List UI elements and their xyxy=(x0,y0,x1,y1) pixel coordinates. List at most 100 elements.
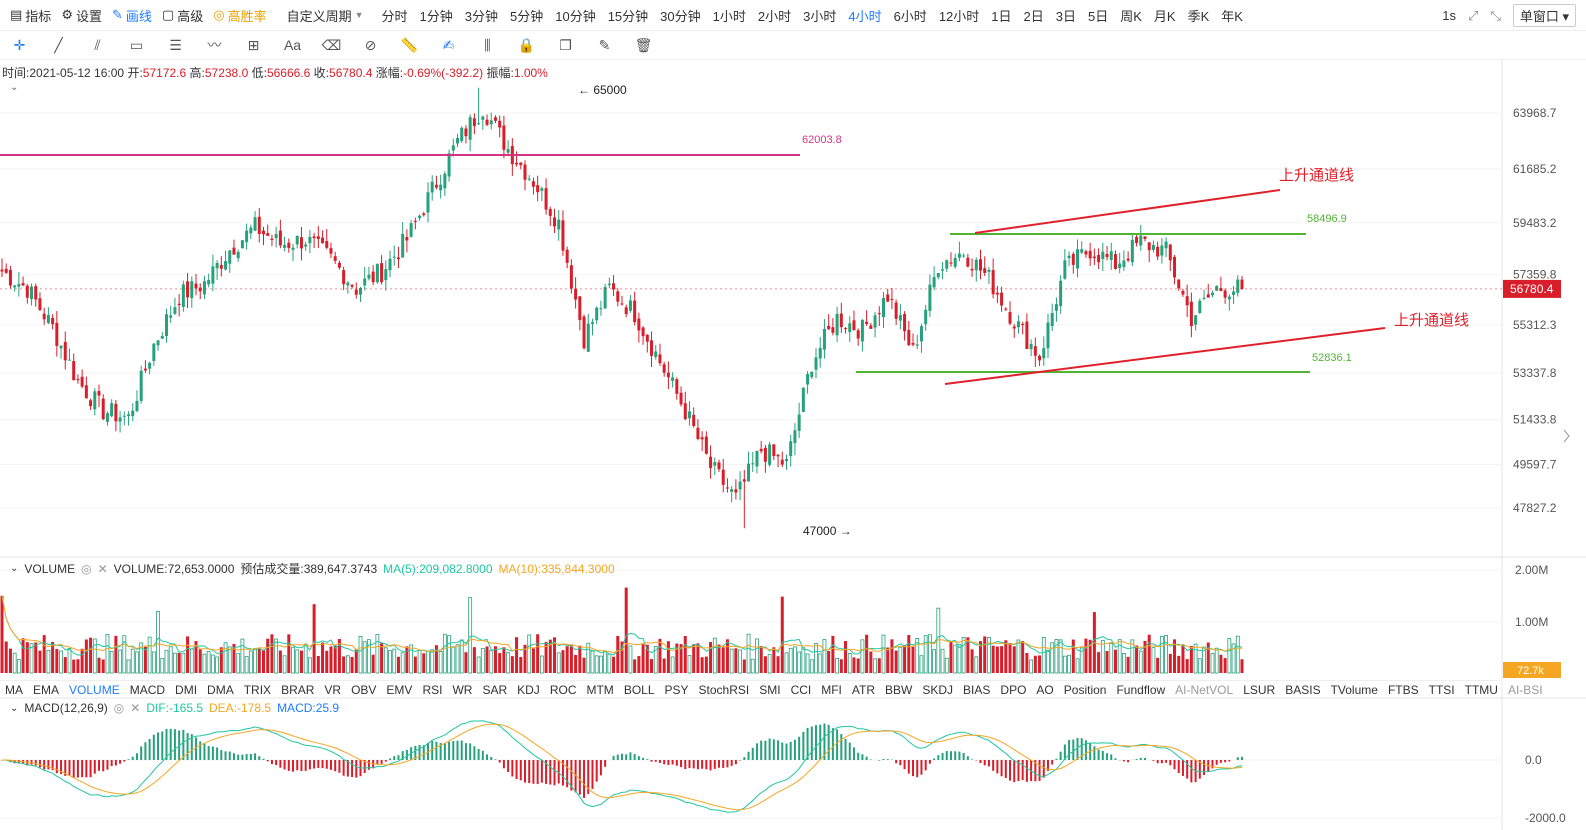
period-tab[interactable]: 季K xyxy=(1187,8,1210,24)
period-tab[interactable]: 3分钟 xyxy=(464,8,498,24)
collapse-chevron-icon[interactable]: ⌄ xyxy=(10,563,19,574)
indicator-tab[interactable]: MTM xyxy=(586,683,614,697)
close-icon[interactable]: ✕ xyxy=(130,701,141,715)
candle-body xyxy=(329,248,333,254)
settings-icon[interactable]: ◎ xyxy=(113,701,125,715)
indicator-tab[interactable]: TRIX xyxy=(243,683,272,697)
indicator-tab[interactable]: ROC xyxy=(549,683,577,697)
parallel-channel-tool-icon[interactable]: ⫽ xyxy=(94,36,101,53)
indicator-tab[interactable]: MA xyxy=(5,683,23,697)
indicator-button[interactable]: ▤ 指标 xyxy=(10,7,52,24)
indicator-tab[interactable]: SAR xyxy=(482,683,508,697)
period-tab[interactable]: 2日 xyxy=(1023,8,1044,24)
volume-bar xyxy=(620,641,624,673)
trendline-tool-icon[interactable]: ╱ xyxy=(54,36,63,53)
expand-icon[interactable]: ⤡ xyxy=(1490,7,1501,23)
indicator-tab[interactable]: AI-NetVOL xyxy=(1175,683,1234,697)
indicator-tab[interactable]: AO xyxy=(1036,683,1054,697)
indicator-tab[interactable]: MFI xyxy=(821,683,842,697)
fullscreen-icon[interactable]: ⤢ xyxy=(1468,7,1479,23)
indicator-tab[interactable]: AI-BSI xyxy=(1507,683,1543,697)
indicator-tab[interactable]: EMV xyxy=(386,683,413,697)
candle-tool-icon[interactable]: ⫼ xyxy=(484,36,491,53)
macd-histogram-bar xyxy=(1000,760,1003,777)
custom-period-dropdown[interactable]: 自定义周期 ▼ xyxy=(286,8,364,24)
indicator-tab[interactable]: OBV xyxy=(351,683,377,697)
indicator-tab[interactable]: VOLUME xyxy=(69,683,120,697)
draw-button[interactable]: ✎ 画线 xyxy=(111,7,152,24)
window-mode-button[interactable]: 单窗口 ▾ xyxy=(1512,4,1576,27)
lock-tool-icon[interactable]: 🔒 xyxy=(517,36,536,53)
settings-button[interactable]: ⚙ 设置 xyxy=(61,7,102,24)
rectangle-tool-icon[interactable]: ▭ xyxy=(129,36,144,53)
indicator-tab[interactable]: LSUR xyxy=(1243,683,1276,697)
close-icon[interactable]: ✕ xyxy=(97,561,108,576)
period-tab[interactable]: 年K xyxy=(1221,8,1243,24)
candle-body xyxy=(995,292,999,295)
indicator-tab[interactable]: PSY xyxy=(664,683,689,697)
indicator-tab[interactable]: DMA xyxy=(207,683,234,697)
period-tab[interactable]: 月K xyxy=(1153,8,1176,24)
indicator-tab[interactable]: FTBS xyxy=(1387,683,1419,697)
indicator-tab[interactable]: BBW xyxy=(885,683,913,697)
period-tab[interactable]: 15分钟 xyxy=(607,8,649,24)
indicator-tab[interactable]: KDJ xyxy=(517,683,540,697)
edit-tool-icon[interactable]: ✎ xyxy=(598,36,611,53)
wave-tool-icon[interactable]: 〰 xyxy=(207,37,222,53)
period-tab[interactable]: 1分钟 xyxy=(419,8,453,24)
period-tab[interactable]: 3日 xyxy=(1055,8,1076,24)
indicator-tab[interactable]: DPO xyxy=(1000,683,1027,697)
delete-tool-icon[interactable]: 🗑 xyxy=(634,36,653,53)
indicator-tab[interactable]: WR xyxy=(452,683,473,697)
period-tab[interactable]: 4小时 xyxy=(848,8,882,24)
indicator-tab[interactable]: TTMU xyxy=(1464,683,1498,697)
advanced-button[interactable]: ▢ 高级 xyxy=(161,7,204,24)
indicator-tab[interactable]: BOLL xyxy=(623,683,655,697)
indicator-tab[interactable]: TVolume xyxy=(1330,683,1378,697)
pen-tool-icon[interactable]: ✍ xyxy=(442,36,455,53)
indicator-tab[interactable]: MACD xyxy=(129,683,166,697)
period-tab[interactable]: 5分钟 xyxy=(510,8,544,24)
indicator-tab[interactable]: StochRSI xyxy=(698,683,750,697)
period-tab[interactable]: 1日 xyxy=(991,8,1012,24)
collapse-chevron-icon[interactable]: ⌄ xyxy=(10,82,19,93)
indicator-tab[interactable]: ATR xyxy=(851,683,876,697)
indicator-tab[interactable]: SMI xyxy=(759,683,781,697)
copy-tool-icon[interactable]: ❐ xyxy=(559,36,572,53)
crosshair-tool-icon[interactable]: ✛ xyxy=(13,36,26,53)
indicator-tab[interactable]: SKDJ xyxy=(922,683,954,697)
refresh-interval[interactable]: 1s xyxy=(1442,8,1457,23)
period-tab[interactable]: 12小时 xyxy=(938,8,980,24)
period-tab[interactable]: 2小时 xyxy=(757,8,792,24)
period-tab[interactable]: 30分钟 xyxy=(660,8,701,24)
indicator-tab[interactable]: EMA xyxy=(33,683,60,697)
indicator-tab[interactable]: CCI xyxy=(790,683,812,697)
measure-tool-icon[interactable]: ⊞ xyxy=(247,36,260,53)
indicator-tab[interactable]: VR xyxy=(324,683,342,697)
indicator-tab[interactable]: Position xyxy=(1063,683,1107,697)
eraser-tool-icon[interactable]: ⌫ xyxy=(321,36,342,53)
indicator-tab[interactable]: TTSI xyxy=(1428,683,1455,697)
period-tab[interactable]: 5日 xyxy=(1087,8,1109,24)
indicator-tab[interactable]: BRAR xyxy=(281,683,315,697)
horizontal-lines-tool-icon[interactable]: ☰ xyxy=(169,36,182,53)
win-rate-button[interactable]: ◎ 高胜率 xyxy=(213,7,267,24)
period-tab[interactable]: 分时 xyxy=(381,8,408,24)
period-tab[interactable]: 10分钟 xyxy=(555,8,596,24)
collapse-chevron-icon[interactable]: ⌄ xyxy=(10,702,19,714)
ruler-tool-icon[interactable]: 📏 xyxy=(400,36,419,53)
indicator-tab[interactable]: Fundflow xyxy=(1116,683,1166,697)
indicator-tab[interactable]: BASIS xyxy=(1285,683,1321,697)
hide-drawings-icon[interactable]: ⊘ xyxy=(364,36,377,53)
text-tool-icon[interactable]: Aa xyxy=(283,37,302,53)
indicator-tab[interactable]: BIAS xyxy=(963,683,991,697)
period-tab[interactable]: 周K xyxy=(1120,8,1142,24)
candle-body xyxy=(898,314,902,321)
indicator-tab[interactable]: DMI xyxy=(175,683,198,697)
indicator-tab[interactable]: RSI xyxy=(422,683,443,697)
period-tab[interactable]: 6小时 xyxy=(893,8,927,24)
period-tab[interactable]: 3小时 xyxy=(803,8,837,24)
period-tab[interactable]: 1小时 xyxy=(712,8,746,24)
volume-bar xyxy=(1159,635,1164,674)
settings-icon[interactable]: ◎ xyxy=(81,561,92,576)
